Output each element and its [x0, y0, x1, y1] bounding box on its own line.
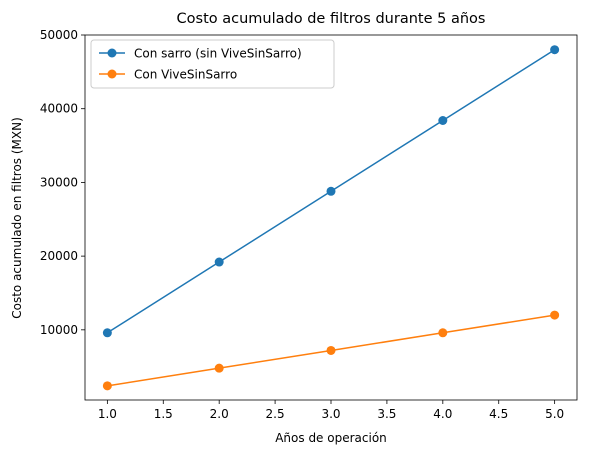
data-point — [438, 328, 448, 338]
x-tick-label: 2.5 — [266, 407, 285, 421]
x-axis-label: Años de operación — [275, 431, 387, 445]
x-tick-label: 1.5 — [154, 407, 173, 421]
legend-marker — [107, 69, 117, 79]
data-point — [550, 310, 560, 320]
x-tick-label: 3.5 — [377, 407, 396, 421]
y-axis-label: Costo acumulado en filtros (MXN) — [10, 117, 24, 319]
x-tick-label: 5.0 — [545, 407, 564, 421]
y-tick-label: 10000 — [40, 323, 78, 337]
y-tick-label: 20000 — [40, 249, 78, 263]
data-point — [438, 116, 448, 126]
data-point — [326, 345, 336, 355]
plot-area: 1.0 1.5 2.0 2.5 3.0 3.5 4.0 4.5 5.0 10000 20000 300… — [40, 28, 578, 421]
x-tick-label: 2.0 — [210, 407, 229, 421]
x-tick-label: 4.0 — [433, 407, 452, 421]
y-tick-label: 50000 — [40, 28, 78, 42]
legend-marker — [107, 48, 117, 58]
y-tick-label: 40000 — [40, 102, 78, 116]
data-point — [214, 257, 224, 267]
legend-box — [90, 39, 335, 89]
y-tick-label: 30000 — [40, 175, 78, 189]
data-point — [326, 186, 336, 196]
legend-label: Con sarro (sin ViveSinSarro) — [134, 47, 302, 61]
data-point — [102, 381, 112, 391]
plot-frame — [84, 34, 578, 401]
data-point — [214, 363, 224, 373]
x-tick-label: 3.0 — [321, 407, 340, 421]
x-tick-label: 1.0 — [98, 407, 117, 421]
data-point — [550, 45, 560, 55]
legend-label: Con ViveSinSarro — [134, 68, 237, 82]
x-tick-label: 4.5 — [489, 407, 508, 421]
data-point — [102, 328, 112, 338]
chart-title: Costo acumulado de filtros durante 5 año… — [177, 11, 486, 27]
